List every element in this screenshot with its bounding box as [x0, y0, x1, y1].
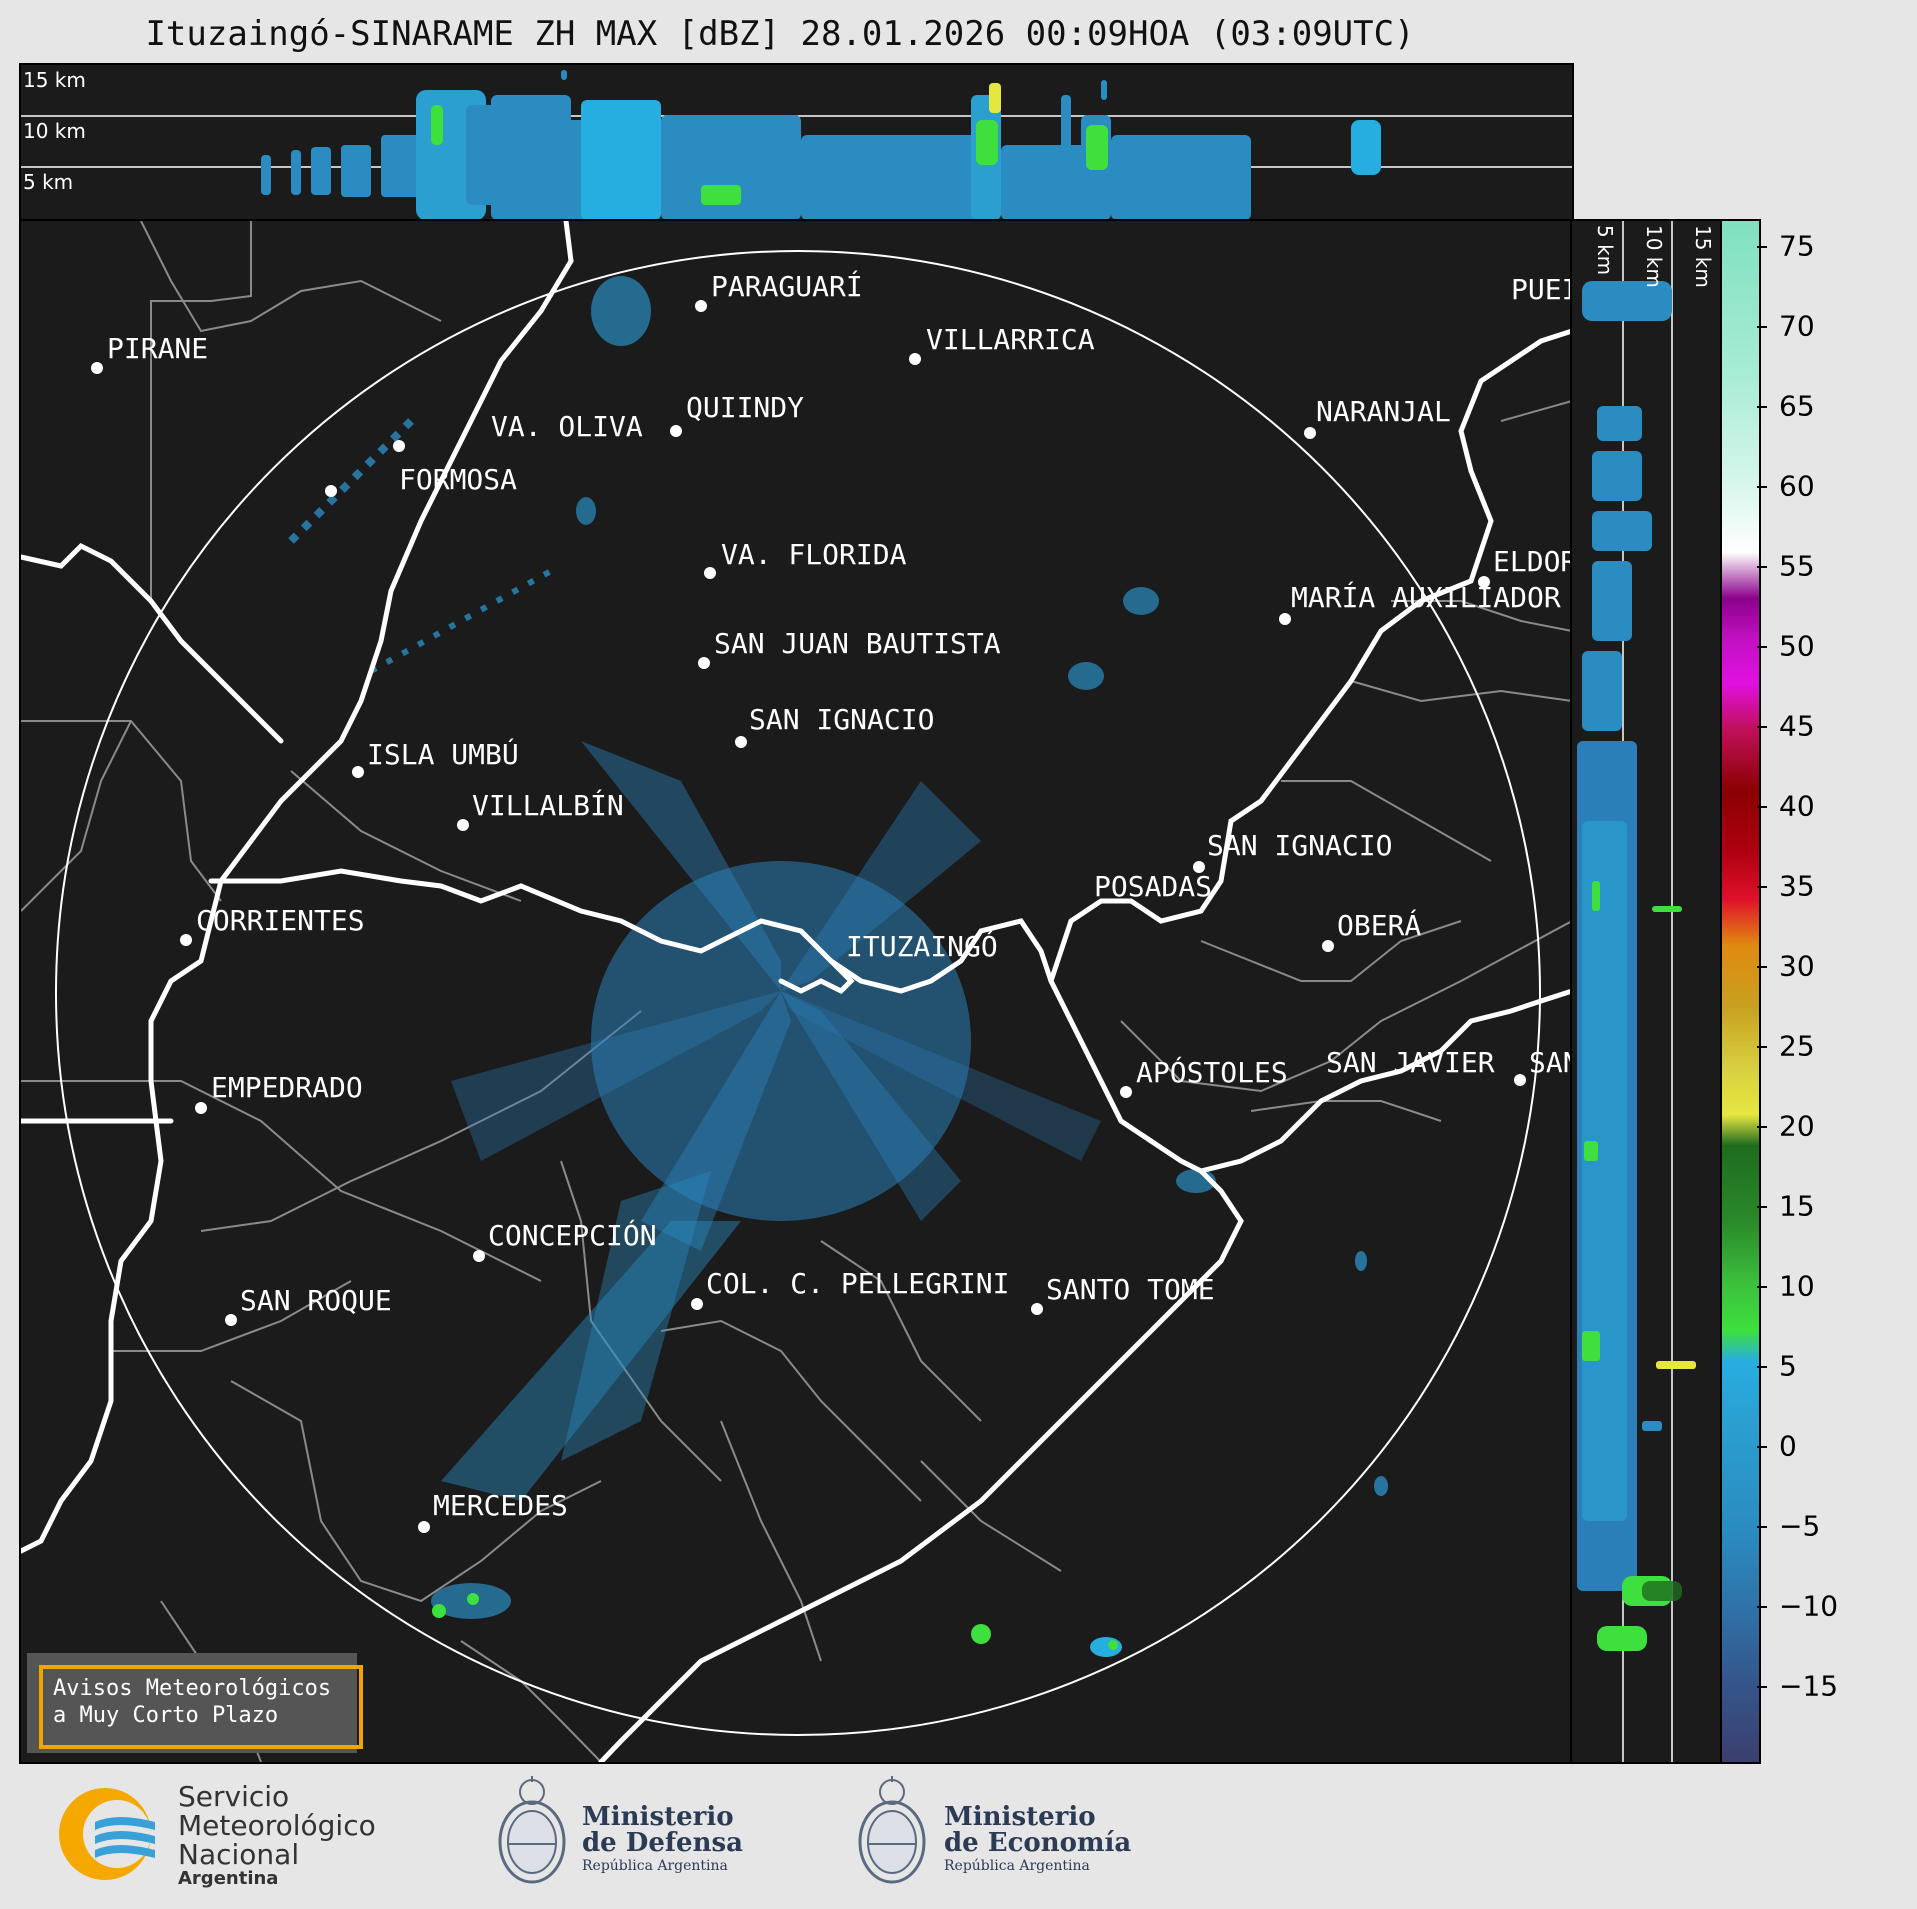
borders-rivers [21, 221, 1572, 1762]
city-label: EMPEDRADO [211, 1071, 363, 1104]
city-label: OBERÁ [1337, 908, 1421, 942]
altitude-label-10km: 10 km [1642, 225, 1666, 288]
colorbar-tick-label: 20 [1779, 1109, 1815, 1143]
city-label: SAN IGNACIO [749, 703, 934, 736]
city-label: VILLALBÍN [472, 788, 624, 822]
colorbar-ticks: 75 70 65 60 55 50 45 40 35 30 25 20 15 1… [1757, 219, 1917, 1760]
smn-logo-icon [59, 1788, 155, 1880]
colorbar-tick-label: 40 [1779, 789, 1815, 823]
city-label: ISLA UMBÚ [367, 737, 519, 771]
range-ring [55, 250, 1541, 1736]
city-markers [91, 300, 1526, 1533]
colorbar-tick-label: 60 [1779, 469, 1815, 503]
city-label: SAN JAVIER [1326, 1046, 1495, 1079]
city-label: VILLARRICA [926, 323, 1095, 356]
colorbar-tick-label: 50 [1779, 629, 1815, 663]
city-label: VA. OLIVA [491, 410, 643, 443]
colorbar-tick-label: 5 [1779, 1349, 1797, 1383]
city-label: PUEI [1511, 273, 1572, 306]
side-echoes [1577, 281, 1696, 1651]
colorbar-tick-label: 15 [1779, 1189, 1815, 1223]
city-label: PARAGUARÍ [711, 269, 863, 303]
colorbar-tick-label: 70 [1779, 309, 1815, 343]
city-label: MARÍA AUXILIADOR [1291, 580, 1561, 614]
radar-echoes [288, 276, 1388, 1657]
defensa-shield-icon [498, 1776, 566, 1884]
city-label: VA. FLORIDA [721, 538, 907, 571]
city-label: QUIINDY [686, 391, 804, 424]
city-label: FORMOSA [399, 463, 517, 496]
city-label: APÓSTOLES [1136, 1055, 1288, 1089]
city-label: PIRANE [107, 332, 208, 365]
radar-label: ITUZAINGÓ [846, 929, 998, 963]
altitude-label-5km: 5 km [23, 170, 74, 194]
colorbar-tick-label: −15 [1779, 1669, 1839, 1703]
city-label: NARANJAL [1316, 395, 1451, 428]
city-label: SANTO TOMÉ [1046, 1272, 1215, 1306]
top-echoes [261, 70, 1381, 220]
colorbar-tick-label: −5 [1779, 1509, 1821, 1543]
city-label: POSADAS [1094, 870, 1212, 903]
aviso-line-1: Avisos Meteorológicos [53, 1676, 332, 1701]
altitude-label-10km: 10 km [23, 119, 86, 143]
city-label: SAN JUAN BAUTISTA [714, 627, 1001, 660]
colorbar-tick-label: 45 [1779, 709, 1815, 743]
colorbar-tick-label: 10 [1779, 1269, 1815, 1303]
colorbar-tick-label: 35 [1779, 869, 1815, 903]
colorbar-tick-label: 0 [1779, 1429, 1797, 1463]
colorbar-tick-label: 30 [1779, 949, 1815, 983]
map-title: Ituzaingó-SINARAME ZH MAX [dBZ] 28.01.20… [145, 14, 1415, 54]
city-label: SAN [1529, 1046, 1572, 1079]
city-label: SAN ROQUE [240, 1284, 392, 1317]
aviso-box[interactable]: Avisos Meteorológicos a Muy Corto Plazo [27, 1653, 363, 1753]
altitude-label-15km: 15 km [23, 68, 86, 92]
colorbar-tick-label: −10 [1779, 1589, 1839, 1623]
economia-shield-icon [858, 1776, 926, 1884]
side-cross-section: 5 km 10 km 15 km [1570, 219, 1722, 1764]
city-label: SAN IGNACIO [1207, 829, 1392, 862]
defensa-logo-text: Ministerio de Defensa República Argentin… [582, 1802, 743, 1874]
smn-logo-text: Servicio Meteorológico Nacional Argentin… [178, 1780, 376, 1889]
economia-logo-text: Ministerio de Economía República Argenti… [944, 1802, 1132, 1874]
city-labels: PARAGUARÍ VILLARRICA PIRANE VA. OLIVA QU… [107, 269, 1572, 1522]
aviso-line-2: a Muy Corto Plazo [53, 1703, 279, 1728]
altitude-label-15km: 15 km [1691, 225, 1715, 288]
footer-logos: Servicio Meteorológico Nacional Argentin… [0, 1762, 1917, 1909]
city-label: COL. C. PELLEGRINI [706, 1267, 1009, 1300]
city-label: CORRIENTES [196, 904, 365, 937]
aviso-link[interactable]: Avisos Meteorológicos a Muy Corto Plazo [39, 1665, 363, 1749]
top-cross-section: 15 km 10 km 5 km [19, 63, 1574, 222]
city-label: MERCEDES [433, 1489, 568, 1522]
colorbar [1720, 219, 1761, 1764]
colorbar-tick-label: 75 [1779, 229, 1815, 263]
altitude-label-5km: 5 km [1593, 225, 1617, 276]
city-label: CONCEPCIÓN [488, 1218, 657, 1252]
colorbar-tick-label: 65 [1779, 389, 1815, 423]
city-label: ELDOR [1493, 545, 1572, 578]
radar-map: PARAGUARÍ VILLARRICA PIRANE VA. OLIVA QU… [19, 219, 1574, 1764]
colorbar-tick-label: 55 [1779, 549, 1815, 583]
colorbar-tick-label: 25 [1779, 1029, 1815, 1063]
